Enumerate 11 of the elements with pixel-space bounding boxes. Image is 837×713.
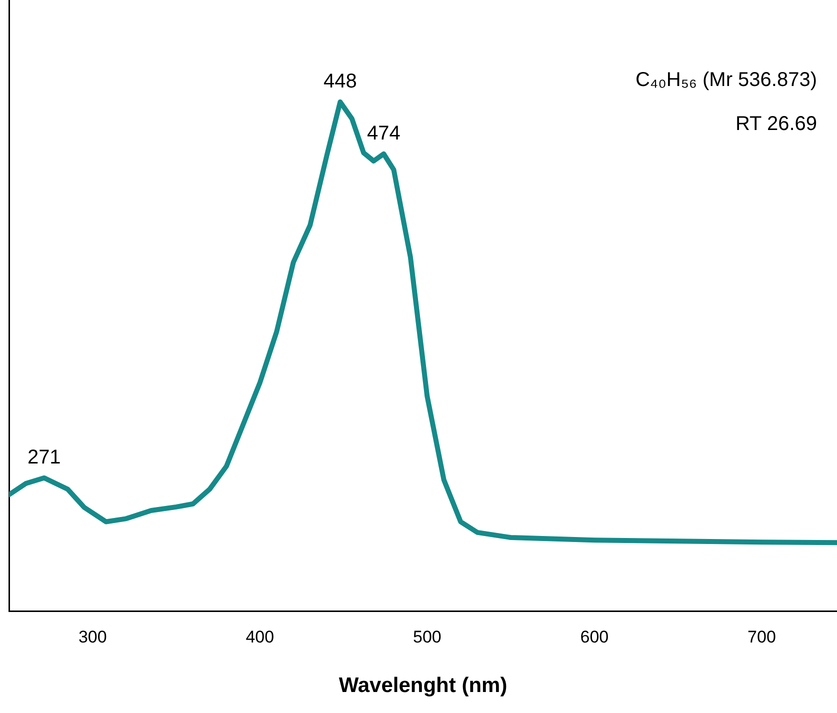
x-tick-label: 400 xyxy=(246,627,274,646)
annotation: RT 26.69 xyxy=(735,113,817,135)
text: C₄₀H₅₆ (Mr 536.873) xyxy=(635,69,817,91)
annotation: 271 xyxy=(27,446,61,468)
x-tick-label: 600 xyxy=(580,627,609,646)
x-axis-title: Wavelenght (nm) xyxy=(338,674,508,698)
x-tick-label: 500 xyxy=(412,627,442,646)
x-tick-label: 300 xyxy=(78,627,107,646)
annotation: 448 xyxy=(324,70,357,92)
annotation: 474 xyxy=(367,122,400,144)
x-tick-label: 700 xyxy=(748,627,776,646)
